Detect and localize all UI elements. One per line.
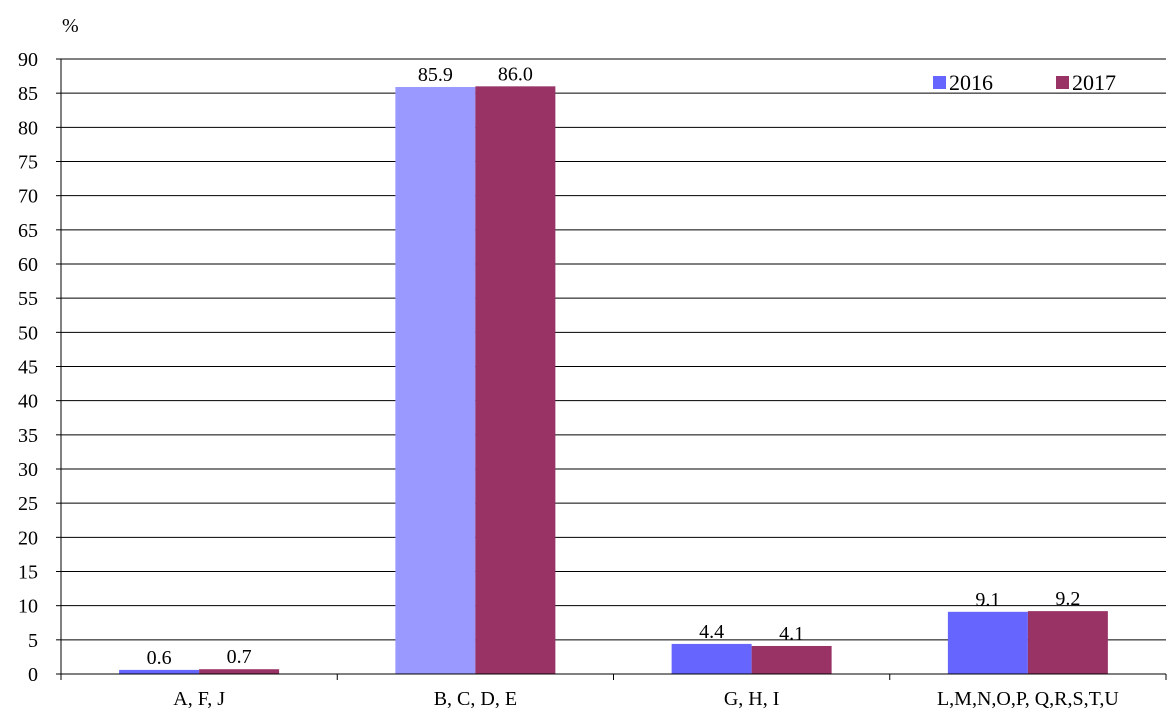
legend-label-2017: 2017	[1072, 70, 1116, 95]
data-label-2016-2: 85.9	[418, 64, 453, 86]
bar-2016-1	[119, 669, 200, 674]
data-labels: 0.6 0.7 85.9 86.0 4.4 4.1 9.1 9.2	[147, 63, 1081, 669]
bar-2017-1	[199, 669, 280, 674]
y-tick-label: 55	[18, 288, 38, 310]
bar-2017-4	[1027, 611, 1108, 674]
y-tick-label: 20	[18, 527, 38, 549]
x-tick-label: G, H, I	[724, 688, 780, 710]
y-tick-label: 80	[18, 117, 38, 139]
legend-label-2016: 2016	[949, 70, 993, 95]
y-tick-label: 0	[28, 664, 38, 686]
data-label-2017-3: 4.1	[779, 623, 804, 645]
y-tick-label: 85	[18, 83, 38, 105]
x-tick-labels: A, F, J B, C, D, E G, H, I L,M,N,O,P, Q,R,S…	[173, 688, 1119, 710]
bar-2016-4	[947, 611, 1028, 674]
bar-2017-3	[751, 645, 832, 674]
x-tick-label: L,M,N,O,P, Q,R,S,T,U	[937, 688, 1119, 710]
axes	[60, 59, 1167, 680]
y-tick-label: 70	[18, 186, 38, 208]
y-tick-label: 75	[18, 152, 38, 174]
bar-2017-2	[475, 86, 556, 675]
gridlines	[56, 58, 1166, 675]
y-tick-label: 10	[18, 596, 38, 618]
y-tick-labels: 0 5 10 15 20 25 30 35 40 45 50 55 60 65 70 75 80 85 90	[18, 49, 38, 686]
data-label-2016-4: 9.1	[975, 589, 1000, 611]
legend-swatch-2016	[933, 76, 946, 89]
y-tick-label: 90	[18, 49, 38, 71]
x-tick-label: B, C, D, E	[434, 688, 517, 710]
x-tick-label: A, F, J	[173, 688, 225, 710]
data-label-2017-1: 0.7	[227, 646, 252, 668]
y-tick-label: 30	[18, 459, 38, 481]
y-tick-label: 25	[18, 493, 38, 515]
data-label-2016-3: 4.4	[699, 621, 724, 643]
y-tick-label: 45	[18, 357, 38, 379]
y-tick-label: 35	[18, 425, 38, 447]
y-tick-label: 5	[28, 630, 38, 652]
y-tick-label: 65	[18, 220, 38, 242]
y-tick-label: 40	[18, 391, 38, 413]
bar-2016-3	[671, 643, 752, 674]
y-tick-label: 15	[18, 562, 38, 584]
y-tick-label: 60	[18, 254, 38, 276]
bars	[119, 86, 1108, 675]
y-tick-label: 50	[18, 322, 38, 344]
y-axis-label: %	[62, 15, 79, 37]
data-label-2017-4: 9.2	[1055, 588, 1080, 610]
data-label-2017-2: 86.0	[498, 63, 533, 85]
legend: 2016 2017	[933, 70, 1116, 95]
bar-2016-2	[395, 87, 476, 675]
data-label-2016-1: 0.6	[147, 647, 172, 669]
legend-swatch-2017	[1056, 76, 1069, 89]
